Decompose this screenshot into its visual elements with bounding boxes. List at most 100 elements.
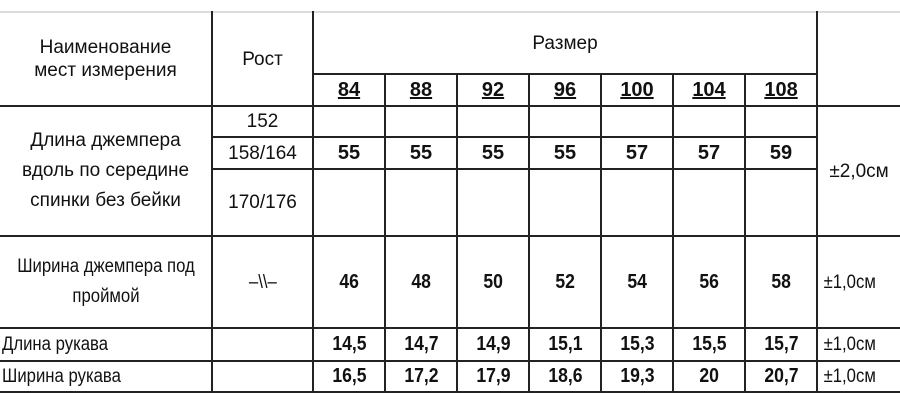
height-cell: 170/176 bbox=[211, 168, 314, 237]
size-92: 92 bbox=[456, 73, 530, 107]
height-cell: –\\– bbox=[211, 235, 314, 329]
value-cell: 15,7 bbox=[743, 327, 819, 362]
height-cell bbox=[211, 327, 314, 362]
empty-cell bbox=[384, 168, 458, 237]
value-cell: 57 bbox=[600, 136, 674, 170]
table-row: Длина джемпера вдоль по середине спинки … bbox=[0, 105, 900, 237]
value-cell-text: 20,7 bbox=[763, 365, 799, 387]
value-cell-text: 16,5 bbox=[331, 365, 367, 387]
tolerance-cell: ±1,0см bbox=[816, 327, 900, 362]
value-cell-text: 15,5 bbox=[691, 333, 727, 355]
value-cell-text: 14,9 bbox=[475, 333, 511, 355]
empty-cell bbox=[384, 105, 458, 138]
value-cell-text: 18,6 bbox=[547, 365, 583, 387]
value-cell-text: 14,7 bbox=[403, 333, 439, 355]
value-cell: 20,7 bbox=[743, 360, 819, 393]
value-cell: 52 bbox=[528, 235, 602, 329]
size-header: Размер bbox=[311, 11, 819, 75]
value-cell: 58 bbox=[743, 235, 819, 329]
empty-cell bbox=[600, 105, 674, 138]
empty-cell bbox=[456, 168, 530, 237]
empty-cell bbox=[456, 105, 530, 138]
value-cell: 14,7 bbox=[384, 327, 458, 362]
value-cell: 16,5 bbox=[312, 360, 386, 393]
value-cell-text: 58 bbox=[771, 270, 791, 293]
height-header: Рост bbox=[211, 11, 314, 107]
empty-cell bbox=[312, 105, 386, 138]
table-row: Длина рукава 14,5 14,7 14,9 15,1 15,3 15,5 15,… bbox=[0, 327, 900, 362]
value-cell: 55 bbox=[312, 136, 386, 170]
value-cell-text: 46 bbox=[339, 270, 359, 293]
value-cell-text: 48 bbox=[411, 270, 431, 293]
value-cell-text: 17,9 bbox=[475, 365, 511, 387]
tolerance-cell: ±1,0см bbox=[816, 360, 900, 393]
value-cell: 55 bbox=[456, 136, 530, 170]
header-row: Наименование мест измерения Рост Размер bbox=[0, 11, 900, 107]
value-cell: 46 bbox=[312, 235, 386, 329]
value-cell-text: 17,2 bbox=[403, 365, 439, 387]
size-84: 84 bbox=[312, 73, 386, 107]
value-cell: 15,5 bbox=[672, 327, 746, 362]
size-104: 104 bbox=[672, 73, 746, 107]
sleeve-length-label: Длина рукава bbox=[0, 327, 213, 362]
height-cell: 158/164 bbox=[211, 136, 314, 170]
tolerance-header bbox=[816, 11, 900, 107]
sleeve-width-label: Ширина рукава bbox=[0, 360, 213, 393]
empty-cell bbox=[312, 168, 386, 237]
table-row: 158/164 55 55 55 55 57 57 59 bbox=[0, 136, 900, 170]
tolerance-cell: ±2,0см bbox=[816, 105, 900, 237]
empty-cell bbox=[600, 168, 674, 237]
sleeve-width-label-text: Ширина рукава bbox=[2, 366, 121, 387]
empty-cell bbox=[528, 105, 602, 138]
value-cell-text: 54 bbox=[627, 270, 647, 293]
value-cell: 55 bbox=[528, 136, 602, 170]
jumper-width-label-text: Ширина джемпера под проймой bbox=[17, 256, 195, 307]
value-cell: 20 bbox=[672, 360, 746, 393]
jumper-length-label: Длина джемпера вдоль по середине спинки … bbox=[0, 105, 213, 237]
value-cell: 54 bbox=[600, 235, 674, 329]
jumper-width-label: Ширина джемпера под проймой bbox=[0, 235, 213, 329]
empty-cell bbox=[672, 105, 746, 138]
value-cell-text: 15,1 bbox=[547, 333, 583, 355]
value-cell: 18,6 bbox=[528, 360, 602, 393]
value-cell-text: 15,3 bbox=[619, 333, 655, 355]
size-chart-table: Наименование мест измерения Рост Размер … bbox=[0, 11, 900, 393]
height-cell bbox=[211, 360, 314, 393]
sizes-row: 84 88 92 96 100 104 108 bbox=[0, 73, 900, 107]
value-cell: 19,3 bbox=[600, 360, 674, 393]
value-cell-text: 56 bbox=[699, 270, 719, 293]
size-88: 88 bbox=[384, 73, 458, 107]
value-cell-text: 19,3 bbox=[619, 365, 655, 387]
size-100: 100 bbox=[600, 73, 674, 107]
empty-cell bbox=[528, 168, 602, 237]
value-cell-text: 20 bbox=[699, 365, 719, 387]
value-cell: 15,3 bbox=[600, 327, 674, 362]
value-cell-text: 52 bbox=[555, 270, 575, 293]
value-cell: 14,9 bbox=[456, 327, 530, 362]
empty-cell bbox=[743, 105, 819, 138]
tolerance-cell-text: ±1,0см bbox=[823, 271, 876, 293]
table-row: Ширина джемпера под проймой –\\– 46 48 50 5… bbox=[0, 235, 900, 329]
tolerance-cell-text: ±1,0см bbox=[823, 334, 876, 355]
value-cell: 17,9 bbox=[456, 360, 530, 393]
tolerance-cell: ±1,0см bbox=[816, 235, 900, 329]
value-cell: 14,5 bbox=[312, 327, 386, 362]
height-cell: 152 bbox=[211, 105, 314, 138]
table-row: Ширина рукава 16,5 17,2 17,9 18,6 19,3 20 20,7… bbox=[0, 360, 900, 393]
measurement-name-header: Наименование мест измерения bbox=[0, 11, 213, 107]
value-cell-text: 14,5 bbox=[331, 333, 367, 355]
value-cell: 17,2 bbox=[384, 360, 458, 393]
size-96: 96 bbox=[528, 73, 602, 107]
table-row: 170/176 bbox=[0, 168, 900, 237]
value-cell: 57 bbox=[672, 136, 746, 170]
value-cell-text: 15,7 bbox=[763, 333, 799, 355]
value-cell: 15,1 bbox=[528, 327, 602, 362]
empty-cell bbox=[743, 168, 819, 237]
value-cell-text: 50 bbox=[483, 270, 503, 293]
sleeve-length-label-text: Длина рукава bbox=[2, 334, 109, 355]
value-cell: 55 bbox=[384, 136, 458, 170]
value-cell: 50 bbox=[456, 235, 530, 329]
value-cell: 48 bbox=[384, 235, 458, 329]
ditto-mark: –\\– bbox=[248, 271, 277, 293]
size-108: 108 bbox=[743, 73, 819, 107]
